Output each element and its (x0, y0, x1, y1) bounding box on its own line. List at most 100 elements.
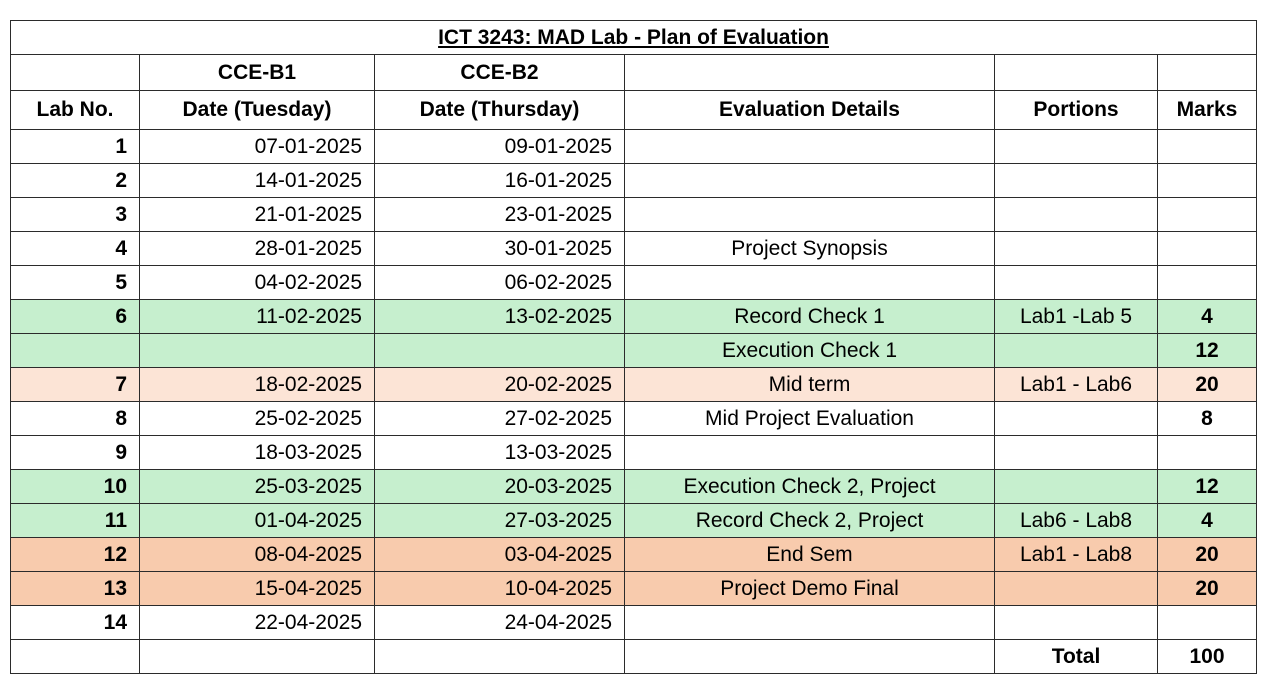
evaluation-details-cell: End Sem (624, 537, 995, 572)
footer-blank-cell (374, 639, 625, 674)
date-b2-cell: 24-04-2025 (374, 605, 625, 640)
date-b2-cell: 06-02-2025 (374, 265, 625, 300)
portions-cell: Lab6 - Lab8 (994, 503, 1158, 538)
portions-cell: Lab1 -Lab 5 (994, 299, 1158, 334)
marks-cell: 8 (1156, 401, 1258, 436)
evaluation-plan-table: ICT 3243: MAD Lab - Plan of Evaluation C… (9, 20, 1258, 674)
table-row: 3 21-01-2025 23-01-2025 (10, 197, 1258, 232)
date-b1-cell (139, 333, 375, 368)
lab-number-cell: 9 (10, 435, 140, 470)
total-row: Total 100 (10, 639, 1258, 674)
portions-cell (994, 435, 1158, 470)
table-row: 4 28-01-2025 30-01-2025 Project Synopsis (10, 231, 1258, 266)
table-body: ICT 3243: MAD Lab - Plan of Evaluation C… (9, 20, 1258, 130)
portions-cell (994, 163, 1158, 198)
marks-cell (1156, 163, 1258, 198)
table-row: 9 18-03-2025 13-03-2025 (10, 435, 1258, 470)
date-b1-cell: 21-01-2025 (139, 197, 375, 232)
date-b1-cell: 28-01-2025 (139, 231, 375, 266)
portions-cell (994, 197, 1158, 232)
header-group-b1: CCE-B1 (139, 54, 375, 91)
marks-cell: 20 (1156, 367, 1258, 402)
lab-number-cell: 6 (10, 299, 140, 334)
lab-number-cell: 1 (10, 129, 140, 164)
table-row: 10 25-03-2025 20-03-2025 Execution Check 2,… (10, 469, 1258, 504)
column-header-row: Lab No. Date (Tuesday) Date (Thursday) E… (10, 90, 1258, 130)
header-blank-cell (1156, 54, 1258, 91)
evaluation-details-cell (624, 435, 995, 470)
header-date-thursday: Date (Thursday) (374, 90, 625, 130)
marks-cell (1156, 605, 1258, 640)
date-b1-cell: 18-03-2025 (139, 435, 375, 470)
header-group-b2: CCE-B2 (374, 54, 625, 91)
lab-rows: 1 07-01-2025 09-01-2025 2 14-01-2025 16-01-20… (10, 129, 1258, 640)
evaluation-details-cell: Execution Check 1 (624, 333, 995, 368)
date-b2-cell: 20-02-2025 (374, 367, 625, 402)
lab-number-cell: 3 (10, 197, 140, 232)
evaluation-details-cell (624, 197, 995, 232)
header-blank-cell (994, 54, 1158, 91)
marks-cell (1156, 435, 1258, 470)
date-b2-cell (374, 333, 625, 368)
lab-number-cell (10, 333, 140, 368)
portions-cell (994, 571, 1158, 606)
marks-cell: 20 (1156, 537, 1258, 572)
group-header-row: CCE-B1 CCE-B2 (10, 54, 1258, 91)
lab-number-cell: 4 (10, 231, 140, 266)
lab-number-cell: 8 (10, 401, 140, 436)
portions-cell (994, 469, 1158, 504)
footer-blank-cell (139, 639, 375, 674)
evaluation-details-cell: Record Check 2, Project (624, 503, 995, 538)
table-row: 13 15-04-2025 10-04-2025 Project Demo Final… (10, 571, 1258, 606)
header-portions: Portions (994, 90, 1158, 130)
evaluation-details-cell (624, 163, 995, 198)
date-b1-cell: 15-04-2025 (139, 571, 375, 606)
evaluation-details-cell: Execution Check 2, Project (624, 469, 995, 504)
page-title: ICT 3243: MAD Lab - Plan of Evaluation (9, 20, 1258, 55)
date-b2-cell: 27-02-2025 (374, 401, 625, 436)
header-lab-no: Lab No. (10, 90, 140, 130)
date-b1-cell: 11-02-2025 (139, 299, 375, 334)
table-row: 7 18-02-2025 20-02-2025 Mid term Lab1 - Lab6… (10, 367, 1258, 402)
header-marks: Marks (1156, 90, 1258, 130)
date-b2-cell: 03-04-2025 (374, 537, 625, 572)
date-b1-cell: 25-03-2025 (139, 469, 375, 504)
date-b2-cell: 16-01-2025 (374, 163, 625, 198)
table-row: 12 08-04-2025 03-04-2025 End Sem Lab1 - Lab8… (10, 537, 1258, 572)
header-date-tuesday: Date (Tuesday) (139, 90, 375, 130)
evaluation-details-cell: Project Demo Final (624, 571, 995, 606)
marks-cell (1156, 129, 1258, 164)
marks-cell: 12 (1156, 469, 1258, 504)
date-b1-cell: 08-04-2025 (139, 537, 375, 572)
date-b2-cell: 13-02-2025 (374, 299, 625, 334)
date-b1-cell: 25-02-2025 (139, 401, 375, 436)
total-value: 100 (1156, 639, 1258, 674)
date-b2-cell: 09-01-2025 (374, 129, 625, 164)
portions-cell: Lab1 - Lab8 (994, 537, 1158, 572)
marks-cell: 4 (1156, 299, 1258, 334)
portions-cell (994, 129, 1158, 164)
marks-cell (1156, 197, 1258, 232)
date-b1-cell: 07-01-2025 (139, 129, 375, 164)
lab-number-cell: 11 (10, 503, 140, 538)
lab-number-cell: 13 (10, 571, 140, 606)
portions-cell (994, 231, 1158, 266)
header-blank-cell (10, 54, 140, 91)
portions-cell (994, 605, 1158, 640)
lab-number-cell: 2 (10, 163, 140, 198)
portions-cell (994, 401, 1158, 436)
portions-cell (994, 333, 1158, 368)
date-b1-cell: 01-04-2025 (139, 503, 375, 538)
lab-number-cell: 10 (10, 469, 140, 504)
date-b1-cell: 22-04-2025 (139, 605, 375, 640)
title-row: ICT 3243: MAD Lab - Plan of Evaluation (9, 20, 1258, 55)
table-row: 5 04-02-2025 06-02-2025 (10, 265, 1258, 300)
lab-number-cell: 7 (10, 367, 140, 402)
date-b1-cell: 18-02-2025 (139, 367, 375, 402)
table-row: 8 25-02-2025 27-02-2025 Mid Project Evaluat… (10, 401, 1258, 436)
date-b2-cell: 23-01-2025 (374, 197, 625, 232)
date-b1-cell: 04-02-2025 (139, 265, 375, 300)
portions-cell (994, 265, 1158, 300)
evaluation-details-cell (624, 605, 995, 640)
marks-cell (1156, 231, 1258, 266)
